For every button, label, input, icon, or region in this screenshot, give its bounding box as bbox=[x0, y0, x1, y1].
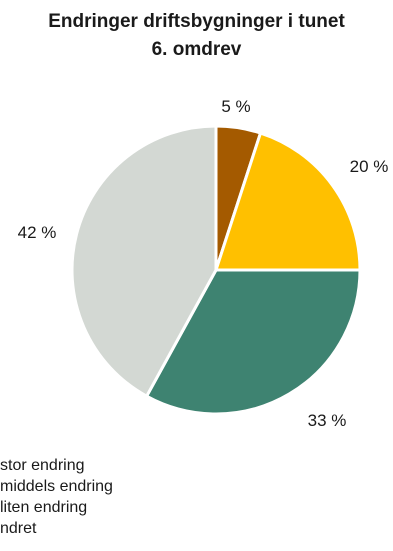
chart-title-line-2: 6. omdrev bbox=[151, 39, 242, 60]
legend-item: ndret bbox=[0, 518, 113, 539]
pie-slice-endret bbox=[70, 124, 218, 398]
pie-slice-middels-endring bbox=[214, 131, 362, 272]
legend-label: ndret bbox=[0, 520, 37, 537]
legend-item: liten endring bbox=[0, 497, 113, 518]
legend-item: middels endring bbox=[0, 476, 113, 497]
pie-slice-liten-endring bbox=[145, 268, 362, 416]
legend-label: liten endring bbox=[0, 499, 88, 516]
pie-labels: 5 % 20 % 33 % 42 % bbox=[18, 97, 389, 430]
legend-item: stor endring bbox=[0, 455, 113, 476]
legend: stor endring middels endring liten endring… bbox=[0, 455, 113, 539]
data-label-stor-endring: 5 % bbox=[221, 97, 250, 116]
data-label-liten-endring: 33 % bbox=[308, 411, 347, 430]
legend-label: middels endring bbox=[0, 478, 113, 495]
data-label-endret: 42 % bbox=[18, 223, 57, 242]
data-label-middels-endring: 20 % bbox=[350, 157, 389, 176]
chart-title-line-1: Endringer driftsbygninger i tunet bbox=[48, 11, 345, 32]
legend-label: stor endring bbox=[0, 457, 85, 474]
chart-title: Endringer driftsbygninger i tunet 6. omd… bbox=[0, 8, 393, 64]
pie-slices bbox=[70, 124, 362, 416]
